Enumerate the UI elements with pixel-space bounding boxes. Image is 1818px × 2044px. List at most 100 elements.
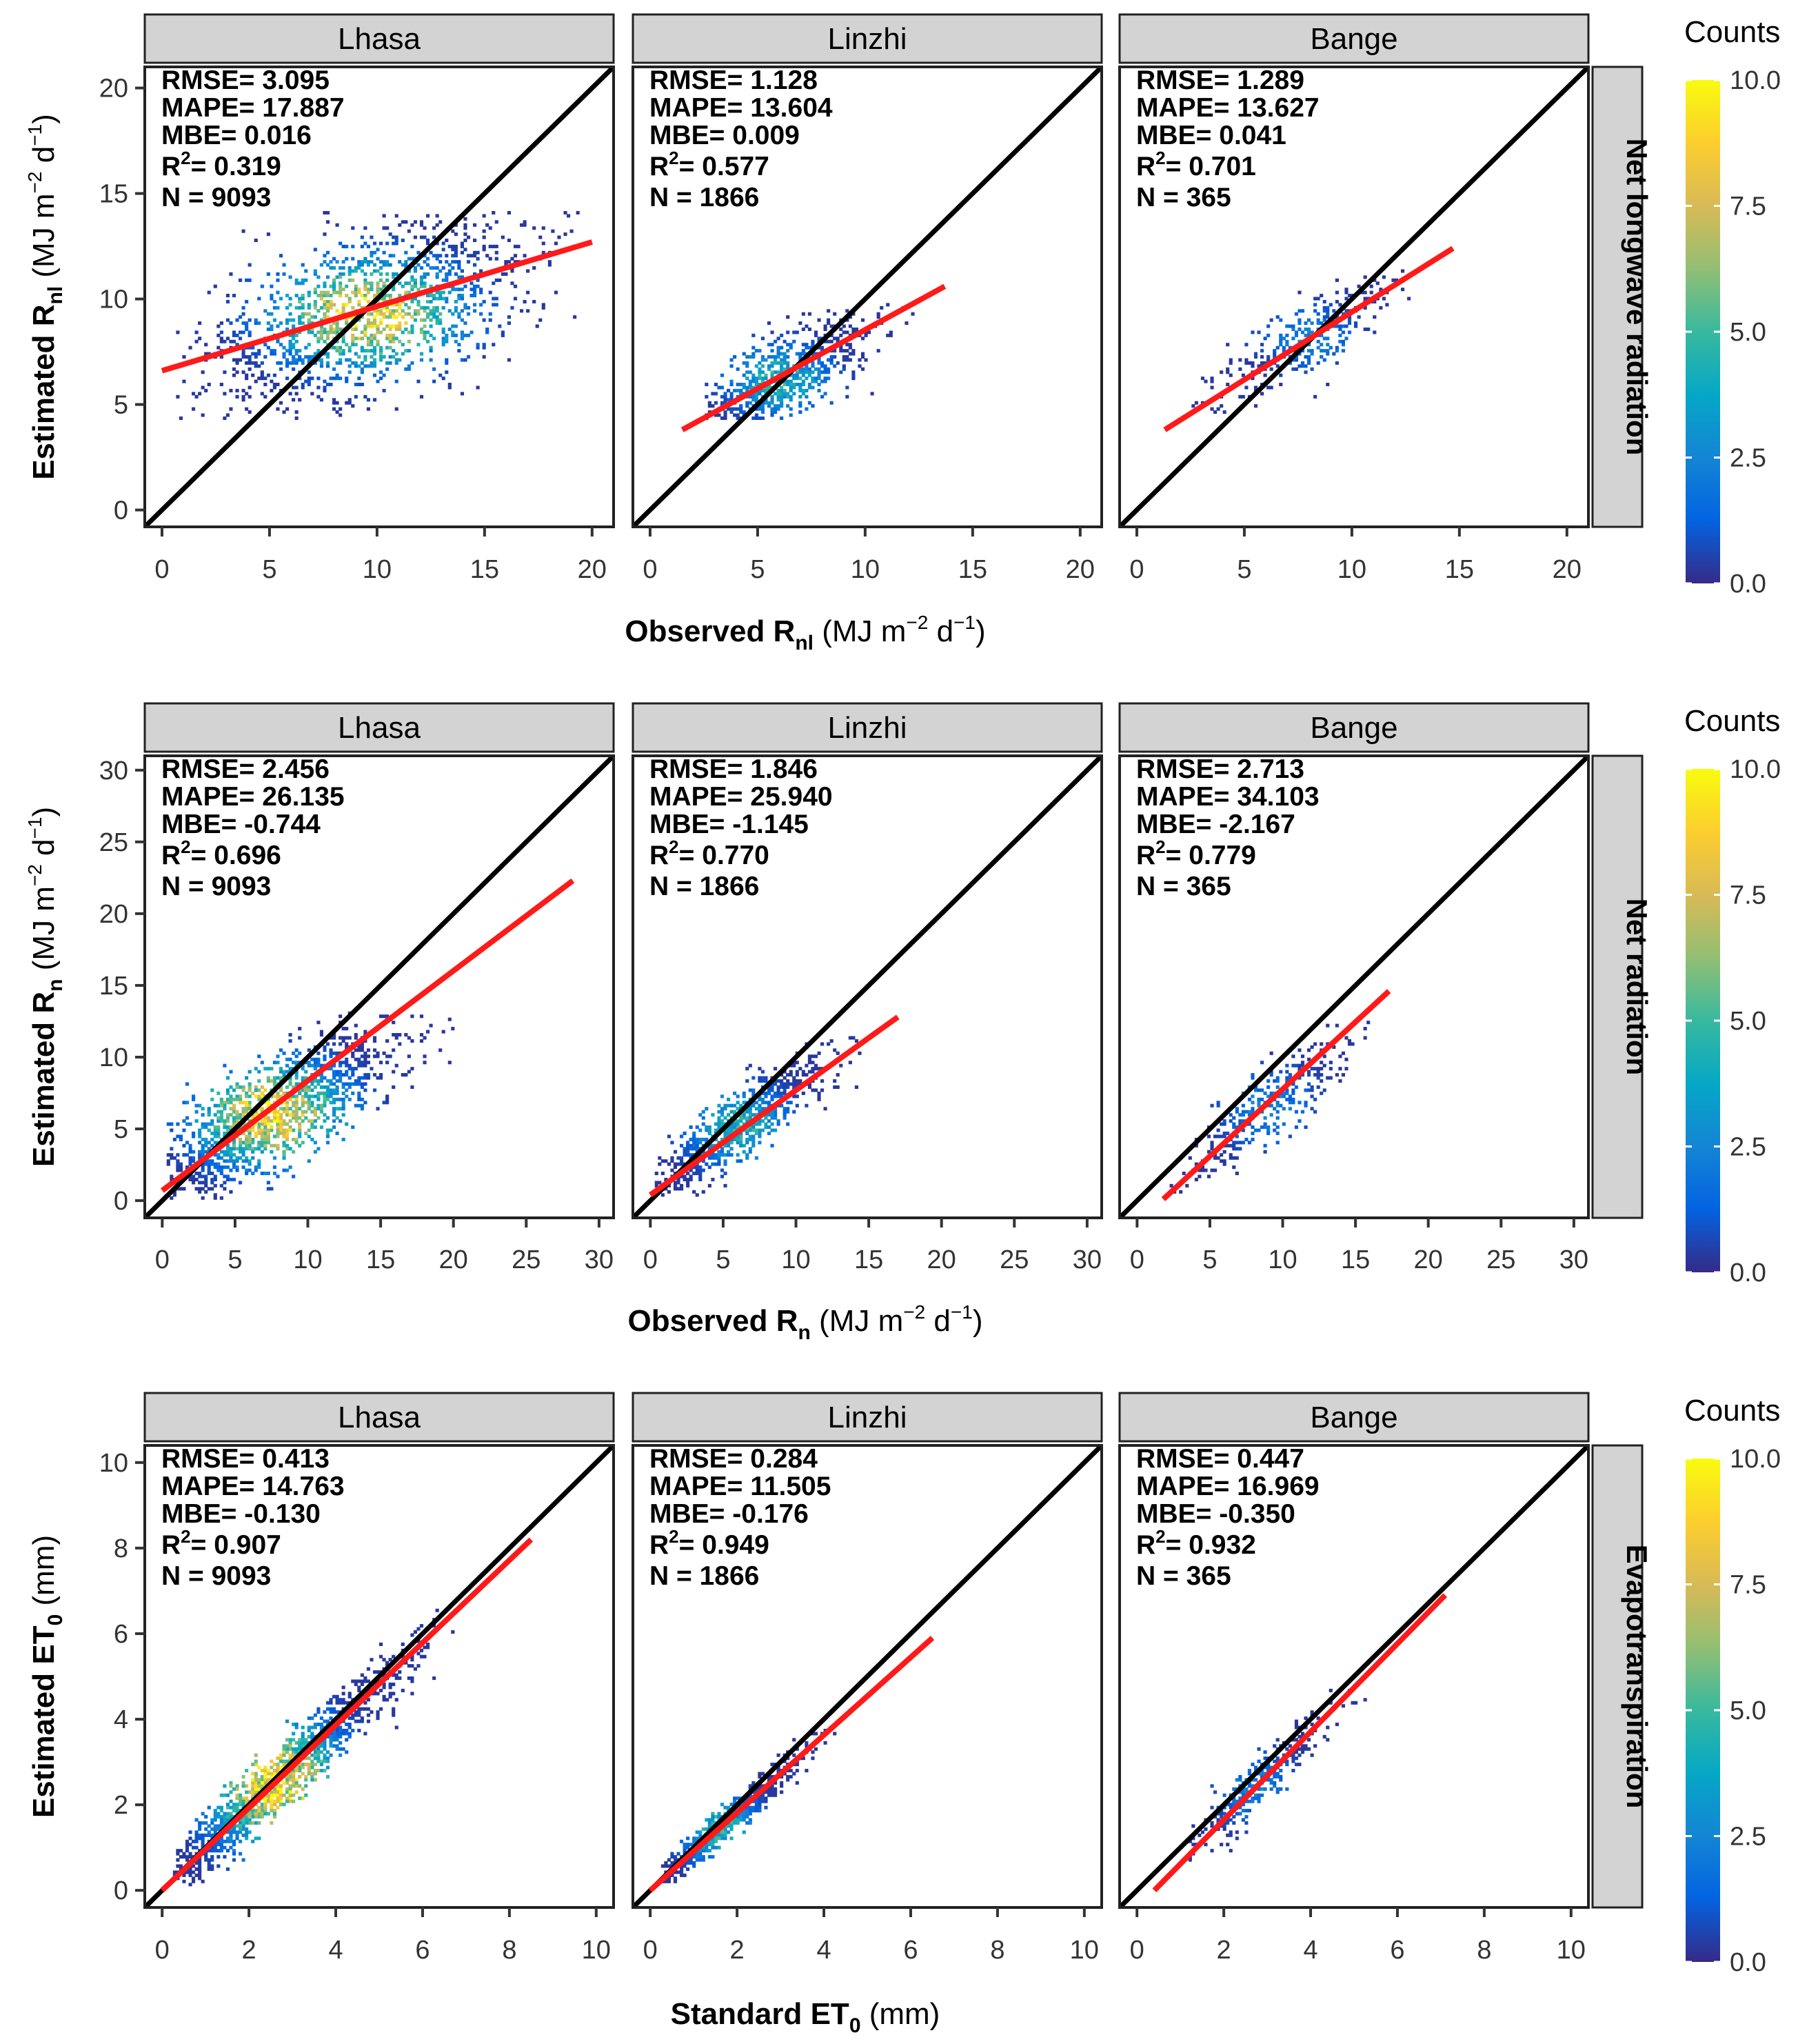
density-cell	[310, 1103, 314, 1108]
density-cell	[260, 1094, 264, 1099]
density-cell	[372, 1670, 377, 1674]
density-cell	[435, 254, 439, 258]
density-cell	[1338, 1067, 1342, 1071]
density-cell	[363, 1701, 367, 1705]
density-cell	[801, 343, 805, 347]
density-cell	[814, 379, 818, 383]
density-cell	[370, 321, 374, 325]
density-cell	[1229, 373, 1233, 377]
density-cell	[748, 1063, 752, 1068]
density-cell	[795, 1073, 799, 1077]
density-cell	[786, 343, 790, 347]
density-cell	[745, 1079, 749, 1083]
density-cell	[410, 275, 414, 279]
density-cell	[188, 1883, 192, 1887]
density-cell	[463, 248, 467, 252]
density-cell	[341, 1728, 345, 1732]
density-cell	[357, 1048, 361, 1052]
density-cell	[241, 1796, 245, 1801]
density-cell	[438, 297, 443, 301]
density-cell	[889, 330, 893, 334]
density-cell	[1266, 1125, 1271, 1130]
density-cell	[382, 214, 386, 218]
density-cell	[241, 1122, 245, 1126]
density-cell	[774, 1094, 778, 1099]
density-cell	[1251, 361, 1255, 365]
density-cell	[720, 1147, 725, 1151]
density-cell	[282, 263, 286, 267]
density-cell	[1307, 1048, 1311, 1052]
density-cell	[188, 1150, 192, 1154]
density-cell	[313, 1772, 317, 1776]
density-cell	[235, 1830, 239, 1834]
density-cell	[807, 385, 811, 390]
density-cell	[285, 1101, 290, 1105]
density-cell	[204, 1190, 208, 1194]
density-cell	[776, 1119, 780, 1123]
density-cell	[792, 1076, 796, 1080]
density-cell	[332, 1107, 336, 1111]
density-cell	[1320, 1042, 1324, 1046]
density-cell	[266, 1172, 270, 1176]
density-cell	[201, 1168, 205, 1172]
density-cell	[176, 1162, 180, 1166]
density-cell	[398, 1676, 402, 1681]
density-cell	[394, 303, 398, 307]
density-cell	[404, 303, 408, 307]
density-cell	[394, 337, 398, 341]
density-cell	[319, 1125, 323, 1130]
density-cell	[479, 288, 483, 292]
density-cell	[335, 1088, 339, 1092]
density-cell	[407, 312, 411, 316]
density-cell	[1394, 278, 1399, 282]
density-cell	[229, 407, 233, 411]
x-tick-label: 30	[1073, 1245, 1102, 1274]
density-cell	[341, 1685, 345, 1690]
density-cell	[235, 1833, 239, 1837]
density-cell	[782, 1759, 787, 1763]
density-cell	[823, 324, 827, 328]
density-cell	[1313, 309, 1317, 313]
density-cell	[780, 367, 784, 371]
density-cell	[366, 1698, 370, 1702]
density-cell	[270, 294, 274, 298]
density-cell	[307, 1159, 311, 1163]
density-cell	[323, 1753, 327, 1757]
density-cell	[276, 1793, 280, 1797]
density-cell	[241, 370, 245, 374]
density-cell	[204, 1125, 208, 1130]
density-cell	[216, 1119, 221, 1123]
density-cell	[492, 244, 496, 248]
density-cell	[219, 321, 223, 325]
density-cell	[782, 383, 787, 387]
density-cell	[335, 260, 339, 264]
density-cell	[266, 1119, 270, 1123]
density-cell	[795, 377, 799, 381]
density-cell	[257, 1809, 261, 1813]
density-cell	[376, 1713, 380, 1717]
density-cell	[388, 337, 392, 341]
density-cell	[410, 299, 414, 303]
density-cell	[347, 1063, 352, 1068]
density-cell	[185, 1101, 190, 1105]
density-cell	[774, 1110, 778, 1114]
density-cell	[758, 1079, 762, 1083]
density-cell	[332, 1091, 336, 1095]
density-cell	[886, 333, 890, 337]
density-cell	[260, 1141, 264, 1145]
density-cell	[870, 392, 874, 396]
density-cell	[207, 1113, 211, 1117]
density-cell	[260, 1805, 264, 1810]
density-cell	[251, 1137, 255, 1141]
stat-line: MAPE= 25.940	[649, 782, 833, 812]
density-cell	[276, 1110, 280, 1114]
density-cell	[170, 1147, 174, 1151]
density-cell	[354, 1057, 358, 1061]
site-strip	[143, 1392, 615, 1443]
density-cell	[717, 1150, 721, 1154]
density-cell	[294, 385, 299, 390]
density-cell	[673, 1165, 678, 1170]
density-cell	[451, 333, 455, 337]
density-cell	[729, 358, 734, 362]
